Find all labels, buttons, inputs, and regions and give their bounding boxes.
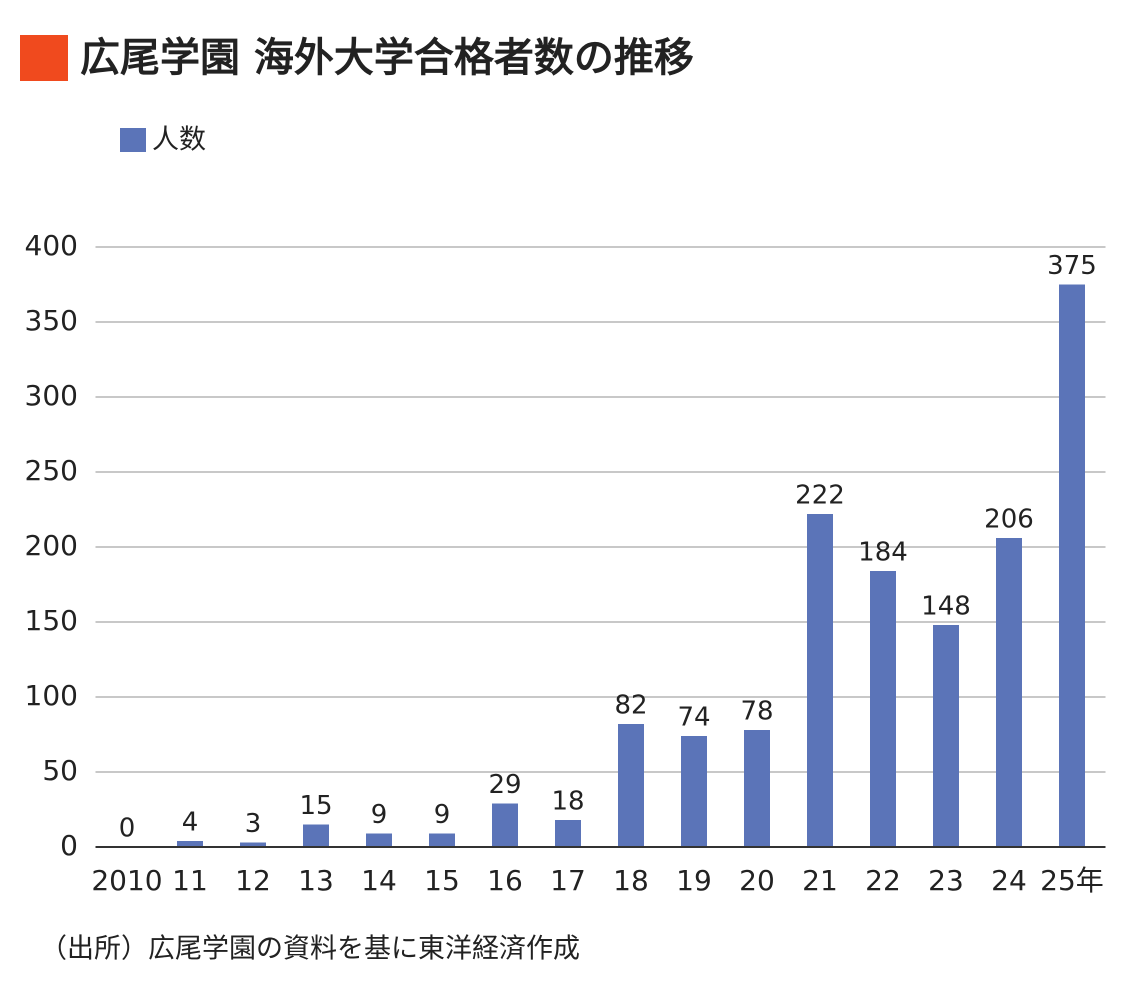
x-tick-label: 21 — [802, 864, 838, 897]
value-label: 0 — [119, 814, 136, 844]
value-label: 78 — [740, 697, 773, 727]
x-tick-label: 18 — [613, 864, 649, 897]
y-tick-label: 200 — [25, 529, 78, 562]
value-label: 9 — [434, 800, 451, 830]
y-tick-label: 150 — [25, 604, 78, 637]
value-label: 82 — [614, 691, 647, 721]
value-label: 3 — [245, 809, 262, 839]
value-label: 9 — [371, 800, 388, 830]
value-label: 184 — [858, 538, 908, 568]
value-label: 18 — [551, 787, 584, 817]
legend-label: 人数 — [152, 125, 206, 156]
bar — [492, 803, 518, 847]
bar — [555, 820, 581, 847]
x-tick-label: 2010 — [91, 864, 162, 897]
y-tick-label: 350 — [25, 304, 78, 337]
bar — [807, 514, 833, 847]
x-tick-label: 16 — [487, 864, 523, 897]
bar — [240, 842, 266, 847]
x-tick-label: 22 — [865, 864, 901, 897]
bar — [429, 833, 455, 847]
value-label: 375 — [1047, 251, 1097, 281]
chart-title: 広尾学園 海外大学合格者数の推移 — [80, 35, 694, 81]
x-tick-label: 19 — [676, 864, 712, 897]
y-tick-label: 400 — [25, 229, 78, 262]
value-label: 206 — [984, 505, 1034, 535]
legend-swatch — [120, 128, 146, 152]
y-tick-label: 300 — [25, 379, 78, 412]
x-tick-label: 14 — [361, 864, 397, 897]
bar — [366, 833, 392, 847]
y-tick-label: 0 — [60, 829, 78, 862]
bar — [1059, 284, 1085, 847]
source-note: （出所）広尾学園の資料を基に東洋経済作成 — [40, 934, 580, 965]
value-label: 222 — [795, 481, 845, 511]
bar — [744, 730, 770, 847]
bar — [177, 841, 203, 847]
x-tick-label: 25年 — [1040, 864, 1104, 897]
bar — [870, 571, 896, 847]
bar — [618, 724, 644, 847]
title-marker — [20, 35, 68, 81]
value-label: 29 — [488, 770, 521, 800]
bar — [303, 824, 329, 847]
x-tick-label: 23 — [928, 864, 964, 897]
x-tick-label: 15 — [424, 864, 460, 897]
value-label: 4 — [182, 808, 199, 838]
y-tick-label: 250 — [25, 454, 78, 487]
bar — [996, 538, 1022, 847]
bar — [933, 625, 959, 847]
x-tick-label: 12 — [235, 864, 271, 897]
value-label: 74 — [677, 703, 710, 733]
x-tick-label: 13 — [298, 864, 334, 897]
y-tick-label: 50 — [42, 754, 78, 787]
bar — [681, 736, 707, 847]
x-tick-label: 17 — [550, 864, 586, 897]
x-tick-label: 24 — [991, 864, 1027, 897]
x-tick-label: 20 — [739, 864, 775, 897]
value-label: 148 — [921, 592, 971, 622]
value-label: 15 — [299, 791, 332, 821]
y-tick-label: 100 — [25, 679, 78, 712]
x-tick-label: 11 — [172, 864, 208, 897]
